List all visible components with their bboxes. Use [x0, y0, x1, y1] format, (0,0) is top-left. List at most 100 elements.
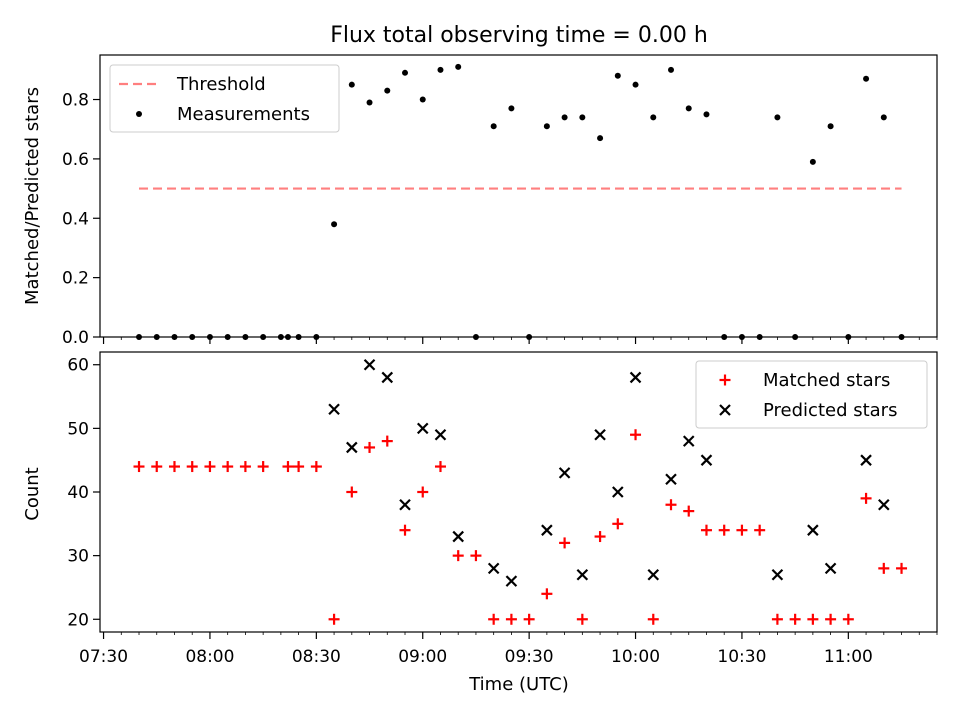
matched-stars-marker	[505, 613, 517, 625]
measurement-point	[284, 334, 291, 340]
matched-stars-marker	[789, 613, 801, 625]
measurement-point	[260, 334, 267, 340]
matched-stars-marker	[878, 562, 890, 574]
axes-frame	[99, 54, 938, 338]
chart-title: Flux total observing time = 0.00 h	[330, 23, 708, 48]
legend-label-measurements: Measurements	[177, 104, 310, 125]
matched-stars-marker	[860, 492, 872, 504]
matched-stars-marker	[452, 550, 464, 562]
measurement-point	[242, 334, 249, 340]
measurement-point	[685, 105, 692, 112]
matched-stars-marker	[186, 461, 198, 473]
matched-stars-marker	[364, 441, 376, 453]
predicted-stars-marker	[629, 371, 642, 384]
predicted-stars-marker	[807, 524, 819, 536]
measurement-point	[384, 87, 391, 94]
measurement-point	[366, 99, 373, 106]
measurement-point	[277, 334, 284, 340]
measurement-point	[136, 334, 143, 340]
measurement-point	[472, 334, 479, 340]
predicted-stars-marker	[558, 467, 571, 479]
y-tick-label: 0.2	[62, 269, 89, 289]
matched-stars-marker	[559, 537, 571, 549]
legend: Threshold Measurements	[109, 64, 340, 133]
x-tick-label: 10:30	[717, 647, 766, 667]
measurement-point	[597, 135, 604, 142]
measurement-point	[402, 69, 409, 76]
predicted-stars-marker	[682, 435, 695, 447]
y-tick-label: 0.4	[62, 209, 89, 229]
matched-stars-marker	[151, 461, 163, 473]
measurement-point	[738, 334, 745, 340]
predicted-stars-marker	[363, 358, 376, 371]
measurement-point	[189, 334, 196, 340]
matched-stars-marker	[310, 461, 322, 473]
matched-stars-marker	[541, 588, 553, 600]
x-tick-label: 07:30	[79, 647, 128, 667]
predicted-stars-marker	[416, 422, 429, 435]
measurement-point	[898, 334, 905, 340]
measurement-point	[526, 334, 533, 340]
measurement-point	[809, 158, 816, 165]
predicted-stars-marker	[399, 498, 411, 511]
measurement-point	[490, 123, 497, 130]
matched-stars-marker	[612, 518, 624, 530]
measurement-point	[171, 334, 178, 340]
matched-stars-marker	[381, 435, 393, 447]
measurement-point	[792, 334, 799, 340]
measurement-point	[224, 334, 231, 340]
y-tick-label: 50	[67, 419, 89, 439]
measurement-point	[313, 334, 320, 340]
matched-stars-marker	[346, 486, 358, 498]
x-tick-label: 09:00	[398, 647, 447, 667]
matched-stars-marker	[523, 613, 535, 625]
predicted-stars-marker	[700, 454, 713, 466]
matched-stars-marker	[293, 461, 305, 473]
matched-stars-marker	[771, 613, 783, 625]
x-tick-label: 11:00	[824, 647, 873, 667]
measurement-point	[419, 96, 426, 103]
matched-stars-marker	[683, 505, 695, 517]
measurement-point	[153, 334, 160, 340]
predicted-stars-marker	[434, 428, 447, 441]
x-tick-label: 08:00	[185, 647, 234, 667]
matched-stars-marker	[168, 461, 180, 473]
predicted-stars-marker	[487, 562, 500, 575]
predicted-stars-marker	[541, 524, 553, 536]
measurement-point	[206, 334, 213, 340]
x-tick-label: 08:30	[292, 647, 341, 667]
measurement-point	[561, 114, 568, 121]
matched-stars-marker	[807, 613, 819, 625]
predicted-stars-marker	[878, 498, 890, 511]
predicted-stars-marker	[771, 568, 784, 581]
measurement-point	[845, 334, 852, 340]
y-tick-label: 40	[67, 483, 89, 503]
measurement-point	[348, 81, 355, 88]
matched-stars-marker	[282, 461, 294, 473]
matched-stars-marker	[204, 461, 216, 473]
measurement-point	[632, 81, 639, 88]
matched-stars-marker	[434, 461, 446, 473]
matched-stars-marker	[700, 524, 712, 536]
measurement-point	[508, 105, 515, 112]
x-tick-label: 09:30	[505, 647, 554, 667]
matched-stars-marker	[630, 429, 642, 441]
legend-predicted-swatch	[719, 404, 731, 416]
predicted-stars-marker	[505, 575, 518, 587]
matched-stars-marker	[576, 613, 588, 625]
measurement-point	[437, 66, 444, 73]
predicted-stars-marker	[824, 562, 837, 575]
predicted-stars-marker	[576, 568, 589, 581]
matched-stars-marker	[665, 499, 677, 511]
matched-stars-marker	[222, 461, 234, 473]
legend-box	[695, 360, 928, 429]
legend-label-predicted: Predicted stars	[763, 400, 897, 421]
y-tick-label: 30	[67, 547, 89, 567]
legend-label-threshold: Threshold	[176, 74, 266, 95]
count-panel: 07:30 08:00 08:30 09:00 09:30 10:00 10:30 11:00…	[67, 351, 938, 667]
matched-stars-marker	[647, 613, 659, 625]
predicted-stars-marker	[328, 403, 340, 416]
matched-stars-marker	[842, 613, 854, 625]
y-axis-label-count: Count	[22, 467, 43, 520]
